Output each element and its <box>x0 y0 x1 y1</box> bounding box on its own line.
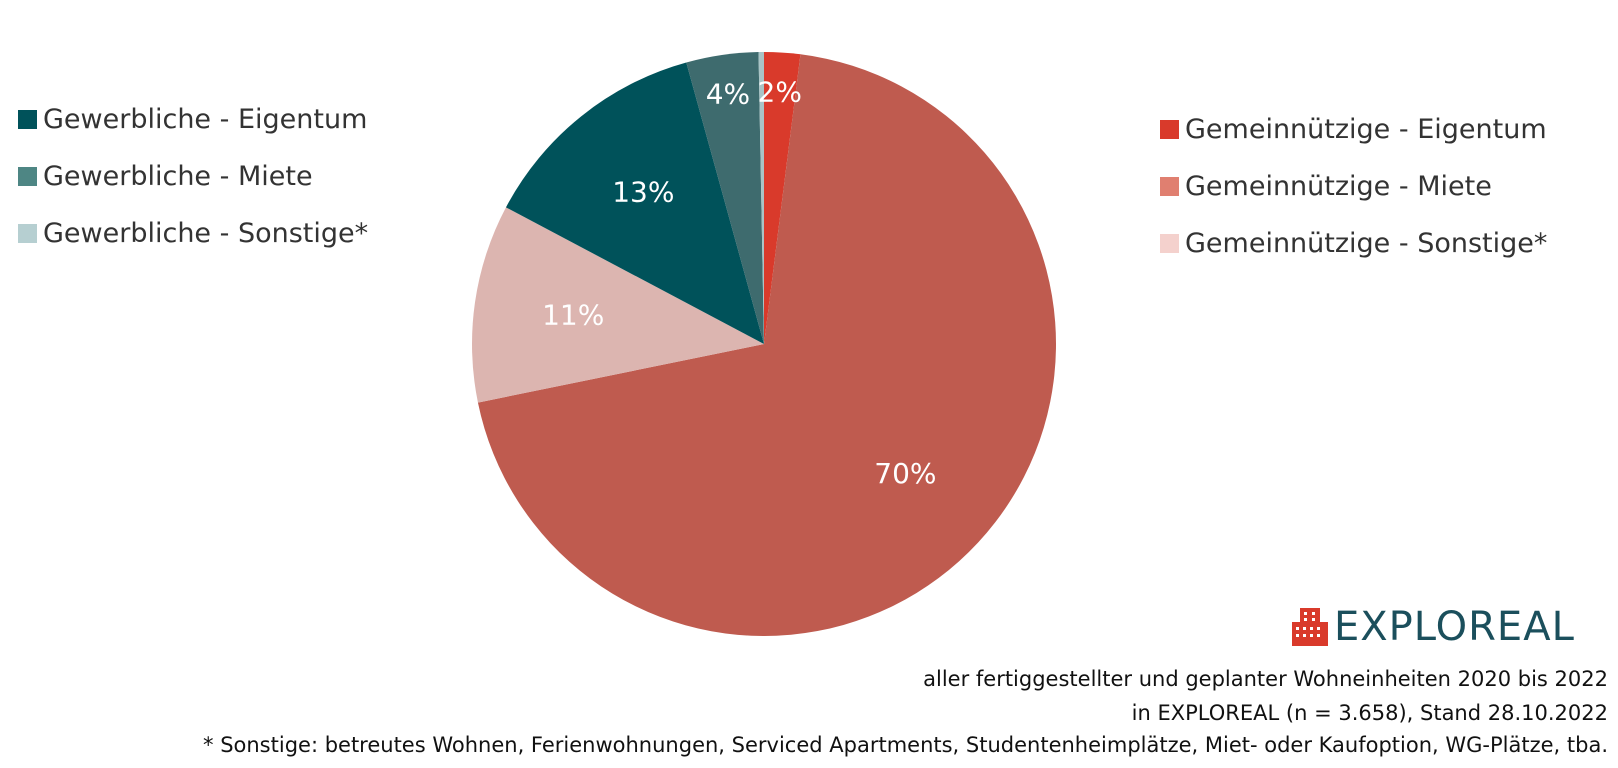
slice-label-2: 70% <box>874 457 936 490</box>
legend-left-item-1: Gewerbliche - Eigentum <box>18 91 368 148</box>
legend-left: Gewerbliche - Eigentum Gewerbliche - Miet… <box>18 91 368 262</box>
building-icon <box>1292 608 1328 646</box>
legend-right-item-1: Gemeinnützige - Eigentum <box>1160 101 1547 158</box>
legend-left-item-3: Gewerbliche - Sonstige* <box>18 205 368 262</box>
legend-label: Gemeinnützige - Sonstige* <box>1185 228 1548 259</box>
pie-slice-3 <box>472 207 764 403</box>
legend-swatch <box>18 167 37 186</box>
pie-slice-5 <box>686 52 764 345</box>
slice-label-4: 13% <box>612 176 674 209</box>
legend-right: Gemeinnützige - Eigentum Gemeinnützige - … <box>1160 101 1547 272</box>
legend-right-item-3: Gemeinnützige - Sonstige* <box>1160 215 1547 272</box>
pie-slice-1 <box>764 52 801 344</box>
legend-label: Gemeinnützige - Eigentum <box>1185 114 1547 145</box>
logo-text: EXPLOREAL <box>1334 604 1575 650</box>
legend-label: Gewerbliche - Eigentum <box>43 104 368 135</box>
pie-slice-2 <box>477 54 1057 637</box>
legend-swatch <box>18 110 37 129</box>
legend-label: Gemeinnützige - Miete <box>1185 171 1492 202</box>
legend-label: Gewerbliche - Sonstige* <box>43 218 369 249</box>
legend-swatch <box>1160 234 1179 253</box>
footnote-source: in EXPLOREAL (n = 3.658), Stand 28.10.20… <box>1131 701 1608 725</box>
pie-slice-4 <box>505 62 764 344</box>
slice-label-5: 4% <box>706 77 750 110</box>
pie-slice-6 <box>758 51 764 344</box>
legend-swatch <box>1160 120 1179 139</box>
legend-swatch <box>18 224 37 243</box>
footnote-sonstige: * Sonstige: betreutes Wohnen, Ferienwohn… <box>203 733 1608 757</box>
slice-label-3: 11% <box>542 299 604 332</box>
legend-right-item-2: Gemeinnützige - Miete <box>1160 158 1547 215</box>
slice-label-1: 2% <box>758 75 802 108</box>
footnote-basis: aller fertiggestellter und geplanter Woh… <box>923 667 1608 691</box>
legend-swatch <box>1160 177 1179 196</box>
exploreal-logo: EXPLOREAL <box>1292 604 1575 650</box>
legend-left-item-2: Gewerbliche - Miete <box>18 148 368 205</box>
legend-label: Gewerbliche - Miete <box>43 161 313 192</box>
